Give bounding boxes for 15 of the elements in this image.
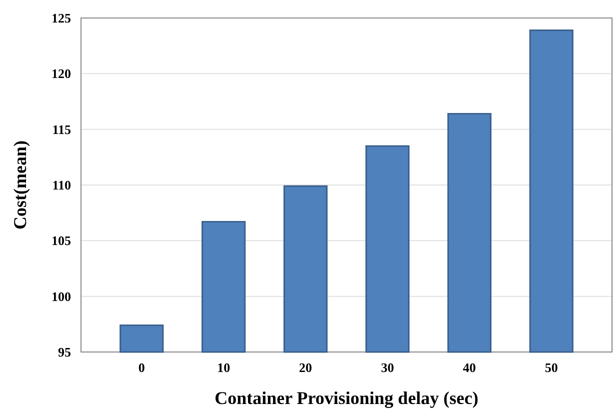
x-tick-label: 20 [299,360,312,375]
x-tick-label: 40 [462,360,476,375]
y-tick-label: 110 [52,178,71,193]
y-tick-label: 105 [52,233,72,248]
x-tick-label: 30 [380,360,394,375]
y-tick-label: 100 [52,288,71,304]
y-tick-label: 95 [58,344,72,360]
y-tick-label: 125 [52,10,72,26]
y-tick-label: 120 [52,66,71,82]
x-tick-label: 50 [544,360,558,375]
x-axis-title: Container Provisioning delay (sec) [214,388,478,408]
y-tick-label: 115 [52,122,72,137]
x-tick-label: 0 [138,360,145,375]
y-axis-title: Cost(mean) [10,140,30,230]
x-tick-label: 10 [217,360,230,375]
